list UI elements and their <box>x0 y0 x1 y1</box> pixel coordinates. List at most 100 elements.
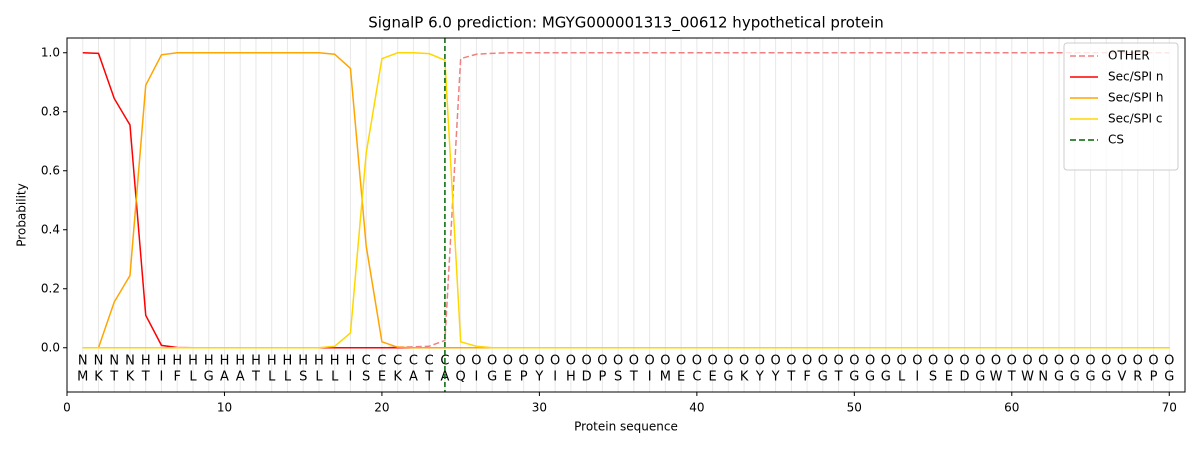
chart-title: SignalP 6.0 prediction: MGYG000001313_00… <box>368 14 884 33</box>
residue: G <box>1164 370 1174 385</box>
region-label: O <box>959 354 969 369</box>
residue: L <box>315 370 323 385</box>
residue: T <box>834 370 843 385</box>
residue: R <box>1133 370 1142 385</box>
region-label: O <box>975 354 985 369</box>
legend-label: CS <box>1108 133 1124 147</box>
residue: M <box>660 370 671 385</box>
plot-frame <box>66 37 1186 393</box>
region-label: O <box>1054 354 1064 369</box>
region-label: O <box>928 354 938 369</box>
region-label: O <box>755 354 765 369</box>
residue: H <box>566 370 576 385</box>
legend-label: Sec/SPI h <box>1108 91 1163 105</box>
region-label: H <box>172 354 182 369</box>
region-label: O <box>881 354 891 369</box>
legend-label: OTHER <box>1108 49 1150 63</box>
residue: G <box>881 370 891 385</box>
residue: E <box>504 370 512 385</box>
region-label: O <box>519 354 529 369</box>
region-label: O <box>944 354 954 369</box>
region-label: H <box>157 354 167 369</box>
region-label: C <box>393 354 402 369</box>
y-tick-label: 0.6 <box>41 163 60 177</box>
region-label: H <box>314 354 324 369</box>
residue: W <box>1021 370 1034 385</box>
region-label: H <box>283 354 293 369</box>
residue: Y <box>755 370 764 385</box>
residue: E <box>708 370 716 385</box>
x-tick-label: 0 <box>63 401 71 415</box>
region-label: H <box>220 354 230 369</box>
residue: G <box>818 370 828 385</box>
region-label: H <box>330 354 340 369</box>
series-line <box>82 52 1170 349</box>
residue: T <box>141 370 150 385</box>
residue: T <box>424 370 433 385</box>
region-label: O <box>912 354 922 369</box>
x-tick-label: 60 <box>1004 401 1019 415</box>
residue: I <box>160 370 164 385</box>
legend-label: Sec/SPI c <box>1108 112 1162 126</box>
x-tick-label: 40 <box>689 401 704 415</box>
residue: C <box>692 370 701 385</box>
residue: G <box>723 370 733 385</box>
region-label: O <box>487 354 497 369</box>
y-axis-label: Probability <box>15 183 29 246</box>
residue: I <box>474 370 478 385</box>
x-tick-label: 70 <box>1162 401 1177 415</box>
residue: G <box>1085 370 1095 385</box>
residue: L <box>331 370 339 385</box>
residue: G <box>1070 370 1080 385</box>
residue: D <box>960 370 970 385</box>
residue: L <box>189 370 197 385</box>
region-label: O <box>503 354 513 369</box>
residue: S <box>362 370 370 385</box>
residue: Q <box>456 370 466 385</box>
region-label: O <box>1117 354 1127 369</box>
region-label: O <box>802 354 812 369</box>
region-label: O <box>1101 354 1111 369</box>
residue: K <box>740 370 749 385</box>
region-label: O <box>707 354 717 369</box>
region-label: O <box>629 354 639 369</box>
region-label: O <box>849 354 859 369</box>
region-label: O <box>739 354 749 369</box>
region-label: O <box>723 354 733 369</box>
region-label: O <box>660 354 670 369</box>
region-label: O <box>1164 354 1174 369</box>
region-label: O <box>1133 354 1143 369</box>
residue: A <box>409 370 418 385</box>
region-label: O <box>456 354 466 369</box>
residue: G <box>204 370 214 385</box>
y-tick-label: 1.0 <box>41 45 60 59</box>
region-label: H <box>235 354 245 369</box>
residue: T <box>251 370 260 385</box>
region-label: O <box>833 354 843 369</box>
residue: P <box>1150 370 1158 385</box>
residue: E <box>677 370 685 385</box>
series-line <box>82 52 1170 349</box>
region-label: O <box>597 354 607 369</box>
region-label: N <box>109 354 119 369</box>
region-label: O <box>1007 354 1017 369</box>
region-label: N <box>94 354 104 369</box>
region-label: O <box>1038 354 1048 369</box>
residue: I <box>349 370 353 385</box>
region-label: N <box>78 354 88 369</box>
x-tick-label: 20 <box>374 401 389 415</box>
region-label: O <box>786 354 796 369</box>
residue: L <box>284 370 292 385</box>
series-line <box>82 52 1170 349</box>
residue: D <box>582 370 592 385</box>
region-label: O <box>991 354 1001 369</box>
region-label: O <box>582 354 592 369</box>
region-label: O <box>692 354 702 369</box>
residue: A <box>220 370 229 385</box>
region-label: O <box>896 354 906 369</box>
region-label: O <box>1085 354 1095 369</box>
residue: F <box>803 370 810 385</box>
residue: T <box>1007 370 1016 385</box>
region-label: C <box>409 354 418 369</box>
residue: V <box>1118 370 1127 385</box>
